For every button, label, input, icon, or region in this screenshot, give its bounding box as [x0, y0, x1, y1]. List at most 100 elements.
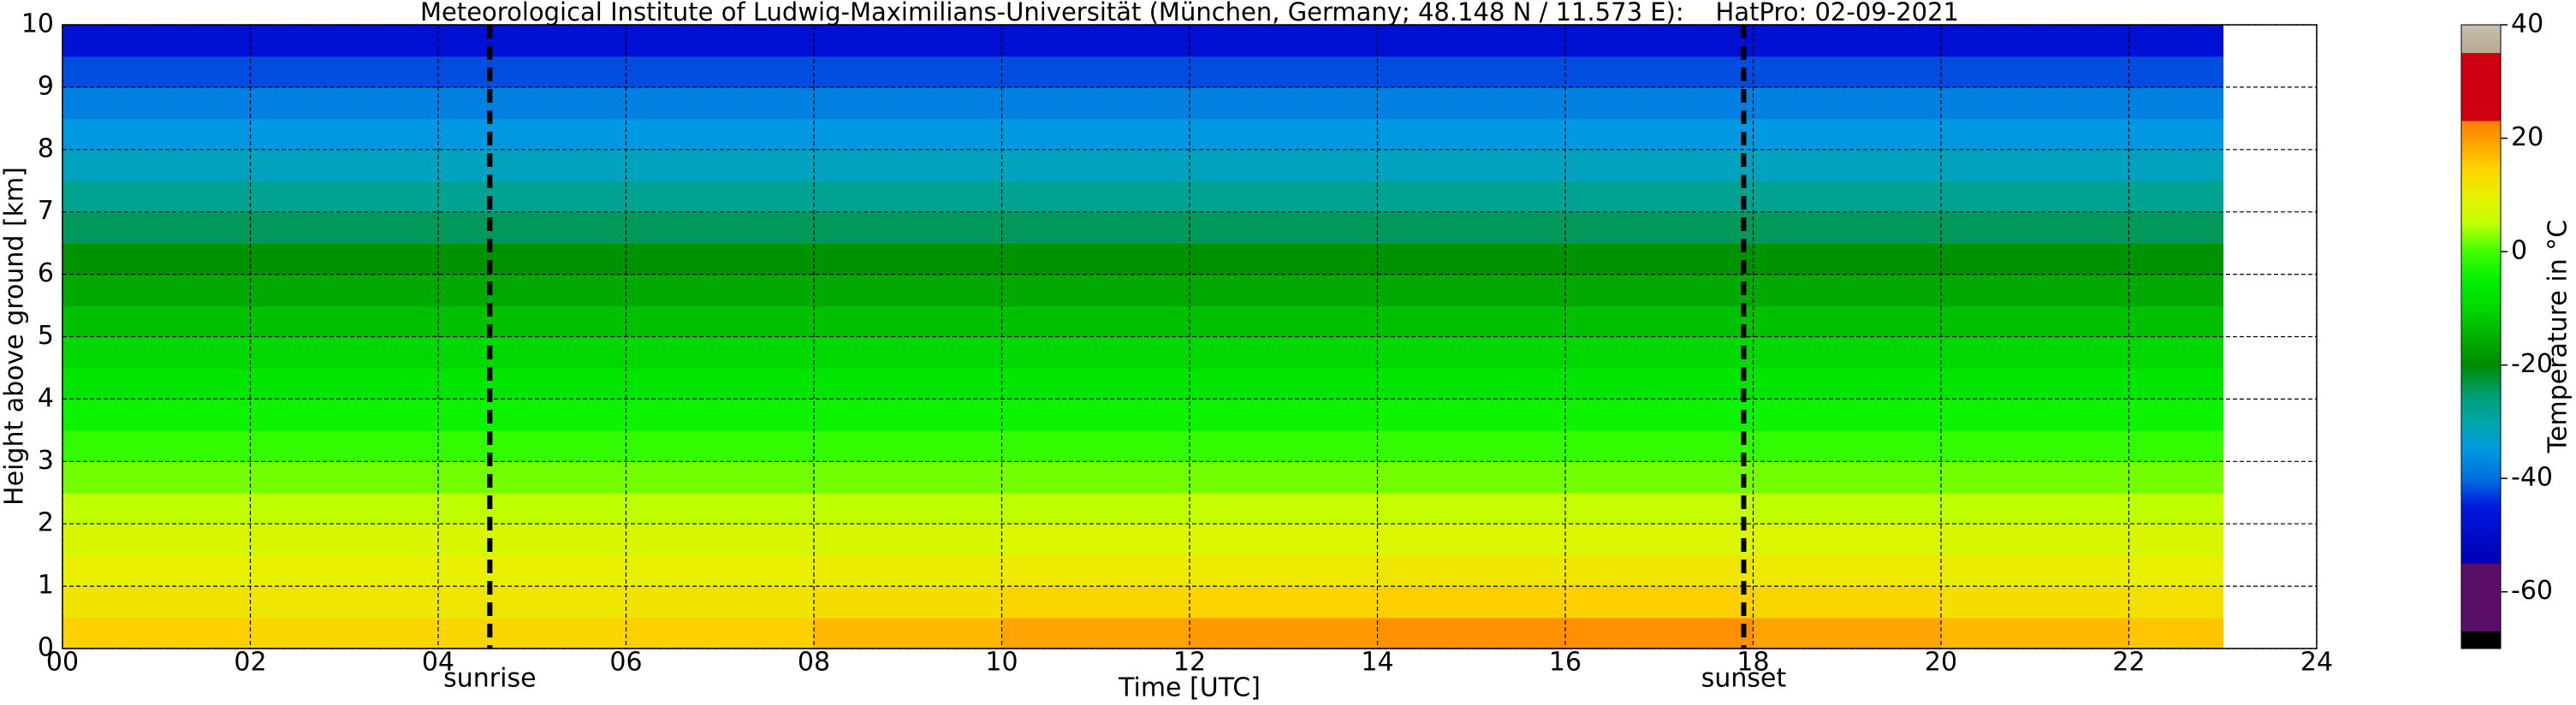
heatmap-cell	[1565, 461, 1754, 494]
heatmap-cell	[2128, 524, 2224, 556]
y-tick-label: 9	[38, 71, 54, 101]
heatmap-cell	[1941, 617, 2130, 649]
heatmap-cell	[1001, 86, 1190, 120]
heatmap-cell	[1941, 367, 2130, 400]
heatmap-cell	[1190, 243, 1379, 275]
heatmap-cell	[2128, 149, 2224, 182]
heatmap-cell	[1001, 524, 1190, 556]
x-tick-label: 02	[234, 648, 266, 678]
heatmap-cell	[1001, 56, 1190, 88]
heatmap-cell	[626, 149, 815, 182]
heatmap-cell	[1753, 492, 1942, 524]
heatmap-cell	[626, 461, 815, 494]
heatmap-cell	[438, 56, 627, 88]
heatmap-cell	[438, 336, 627, 369]
heatmap-cell	[250, 492, 439, 524]
heatmap-cell	[626, 367, 815, 400]
heatmap-cell	[1753, 211, 1942, 244]
heatmap-cell	[1190, 430, 1379, 463]
colorbar-tick-label: 40	[2511, 9, 2543, 39]
heatmap-cell	[1941, 118, 2130, 151]
heatmap-cell	[438, 554, 627, 587]
heatmap-cell	[62, 86, 252, 120]
heatmap-cell	[250, 118, 439, 151]
heatmap-cell	[814, 524, 1003, 556]
heatmap-cell	[1001, 336, 1190, 369]
y-tick-label: 7	[38, 196, 54, 226]
heatmap-cell	[1565, 586, 1754, 619]
heatmap-cell	[250, 274, 439, 306]
heatmap-cell	[1001, 274, 1190, 306]
colorbar-tick-label: 0	[2511, 236, 2527, 266]
heatmap-cell	[438, 399, 627, 431]
heatmap-cell	[814, 430, 1003, 463]
colorbar	[2460, 24, 2502, 649]
heatmap-cell	[1377, 336, 1566, 369]
heatmap-cell	[1190, 25, 1379, 57]
heatmap-cell	[62, 274, 252, 306]
heatmap-cell	[1190, 367, 1379, 400]
heatmap-cell	[1565, 617, 1754, 649]
heatmap-cell	[62, 492, 252, 524]
heatmap-cell	[1565, 367, 1754, 400]
heatmap-cell	[2128, 274, 2224, 306]
heatmap-cell	[1377, 274, 1566, 306]
heatmap-cell	[1377, 586, 1566, 619]
y-tick-label: 8	[38, 133, 54, 163]
heatmap-cell	[1190, 181, 1379, 213]
heatmap-cell	[626, 274, 815, 306]
heatmap-cell	[1941, 524, 2130, 556]
heatmap-cell	[1001, 25, 1190, 57]
heatmap-cell	[1565, 305, 1754, 338]
heatmap-cell	[438, 461, 627, 494]
heatmap-cell	[1001, 367, 1190, 400]
heatmap-cell	[62, 149, 252, 182]
heatmap-cell	[1565, 524, 1754, 556]
y-tick-label: 1	[38, 571, 54, 601]
heatmap-cell	[250, 399, 439, 431]
heatmap-cell	[814, 305, 1003, 338]
heatmap-cell	[2128, 617, 2224, 649]
x-tick-label: 18	[1736, 648, 1769, 678]
heatmap-cell	[1001, 554, 1190, 587]
heatmap-cell	[1753, 181, 1942, 213]
x-tick-label: 20	[1925, 648, 1957, 678]
heatmap-cell	[1753, 586, 1942, 619]
heatmap-cell	[814, 149, 1003, 182]
x-tick-label: 06	[609, 648, 642, 678]
heatmap-cell	[1377, 181, 1566, 213]
heatmap-cell	[438, 586, 627, 619]
heatmap-cell	[1941, 586, 2130, 619]
heatmap-cell	[62, 586, 252, 619]
x-axis-label: Time [UTC]	[1118, 673, 1261, 703]
heatmap-cell	[62, 461, 252, 494]
heatmap-cell	[62, 25, 252, 57]
heatmap-cell	[814, 492, 1003, 524]
heatmap-cell	[250, 430, 439, 463]
heatmap-cell	[2128, 56, 2224, 88]
heatmap-cell	[1377, 86, 1566, 120]
heatmap-cell	[1377, 492, 1566, 524]
heatmap-cell	[2128, 305, 2224, 338]
heatmap-cell	[1941, 554, 2130, 587]
heatmap-cell	[1190, 461, 1379, 494]
x-tick-label: 00	[46, 648, 79, 678]
y-tick-label: 2	[38, 508, 54, 538]
heatmap-cell	[1377, 118, 1566, 151]
heatmap-cell	[626, 243, 815, 275]
heatmap-cell	[626, 399, 815, 431]
colorbar-label: Temperature in °C	[2543, 220, 2573, 453]
heatmap-cell	[2128, 243, 2224, 275]
heatmap-cell	[1753, 305, 1942, 338]
heatmap-cell	[1190, 149, 1379, 182]
heatmap-cell	[250, 86, 439, 120]
heatmap-cell	[250, 586, 439, 619]
heatmap-cell	[1941, 86, 2130, 120]
heatmap-cell	[2128, 336, 2224, 369]
heatmap-cell	[438, 305, 627, 338]
heatmap-cell	[62, 305, 252, 338]
heatmap-cell	[250, 56, 439, 88]
heatmap-cell	[1190, 586, 1379, 619]
heatmap-cell	[62, 181, 252, 213]
